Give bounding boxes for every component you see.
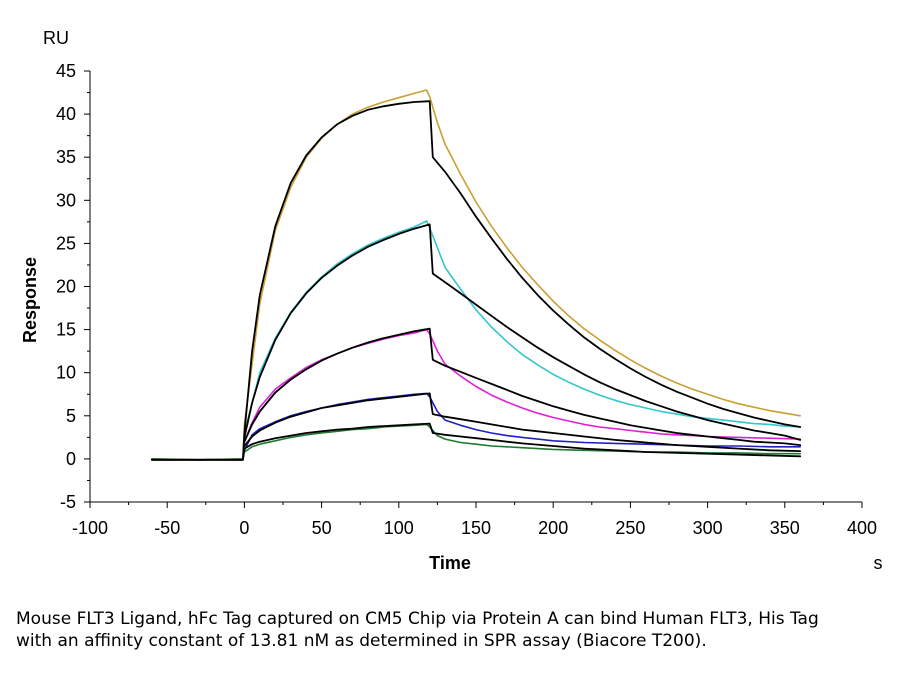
chart-labels: -100 -50 0 50 100 150 200 250 300 350 400-50510152…	[20, 28, 883, 573]
y-tick-label: 25	[56, 233, 76, 253]
x-unit-label: s	[874, 553, 883, 573]
sensorgram-curve-2	[242, 220, 801, 460]
x-tick-label: 100	[384, 518, 414, 538]
x-tick-label: 300	[693, 518, 723, 538]
fit-curve-10	[150, 422, 802, 461]
y-tick-label: 30	[56, 190, 76, 210]
x-tick-label: 0	[239, 518, 249, 538]
x-tick-label: 200	[538, 518, 568, 538]
x-tick-label: 350	[770, 518, 800, 538]
y-tick-label: 5	[66, 406, 76, 426]
x-tick-label: -50	[154, 518, 180, 538]
x-tick-label: 50	[312, 518, 332, 538]
x-tick-label: -100	[72, 518, 108, 538]
y-tick-label: 15	[56, 320, 76, 340]
figure-caption: Mouse FLT3 Ligand, hFc Tag captured on C…	[16, 609, 819, 651]
fit-curve-6	[150, 100, 802, 461]
sensorgram-curve-4	[242, 392, 801, 460]
x-axis-title: Time	[429, 553, 471, 573]
fit-curve-7	[243, 223, 802, 441]
chart-axes	[84, 70, 863, 508]
y-tick-label: -5	[60, 492, 76, 512]
x-tick-label: 400	[847, 518, 877, 538]
y-tick-label: 20	[56, 277, 76, 297]
y-tick-label: 35	[56, 147, 76, 167]
x-tick-label: 150	[461, 518, 491, 538]
fit-curve-8	[243, 327, 802, 446]
y-tick-label: 45	[56, 61, 76, 81]
fit-curve-9	[243, 392, 802, 452]
series-layer	[150, 89, 802, 461]
sensorgram-curve-1	[151, 89, 801, 461]
y-unit-label: RU	[43, 28, 69, 48]
x-tick-label: 250	[615, 518, 645, 538]
y-tick-label: 40	[56, 104, 76, 124]
sensorgram-curve-3	[242, 328, 801, 460]
y-axis-title: Response	[20, 257, 40, 343]
sensorgram-chart: -100 -50 0 50 100 150 200 250 300 350 400-50510152…	[20, 28, 883, 573]
y-tick-label: 10	[56, 363, 76, 383]
y-tick-label: 0	[66, 449, 76, 469]
